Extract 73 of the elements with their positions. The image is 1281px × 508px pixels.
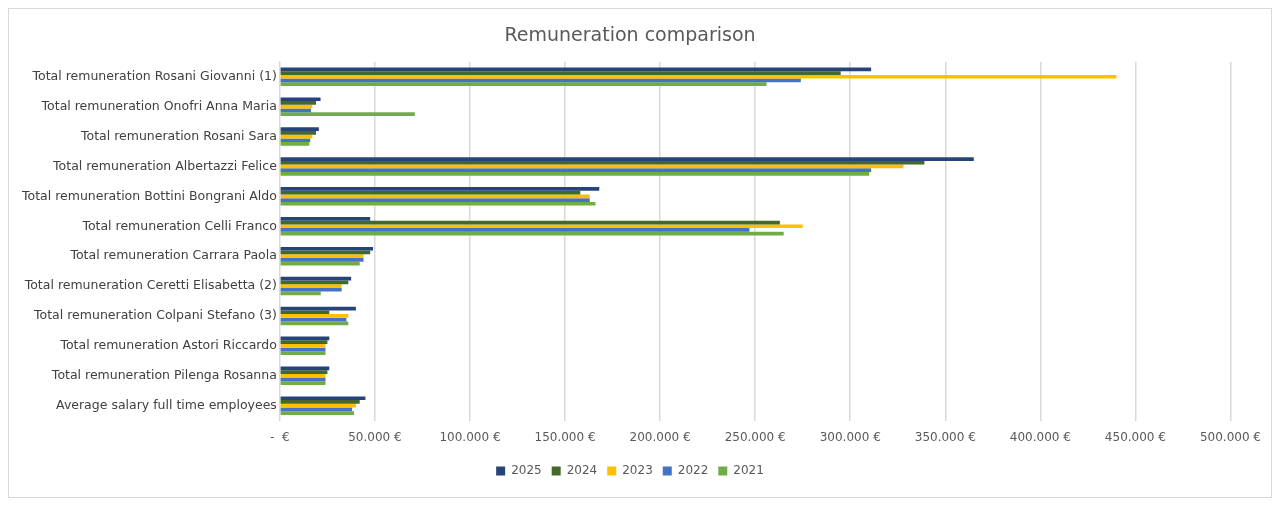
x-tick-label: 200.000 € bbox=[629, 429, 691, 444]
bar bbox=[280, 160, 925, 165]
x-tick-label: - € bbox=[270, 429, 290, 444]
bar bbox=[280, 71, 841, 75]
x-tick-label: 150.000 € bbox=[534, 429, 596, 444]
bar bbox=[280, 138, 311, 143]
bar bbox=[280, 396, 366, 401]
bar bbox=[280, 112, 415, 116]
bar bbox=[280, 201, 596, 206]
y-tick-label: Total remuneration Ceretti Elisabetta (2) bbox=[23, 277, 277, 293]
bar bbox=[280, 228, 750, 232]
bar bbox=[280, 231, 784, 236]
y-tick-label: Total remuneration Rosani Giovanni (1) bbox=[31, 68, 277, 83]
y-tick-label: Average salary full time employees bbox=[56, 396, 277, 412]
bar bbox=[280, 101, 316, 105]
bar bbox=[280, 142, 310, 146]
bar bbox=[280, 317, 347, 322]
bar bbox=[280, 258, 364, 262]
legend-label: 2025 bbox=[511, 463, 542, 478]
bar bbox=[280, 130, 316, 135]
bar bbox=[280, 370, 328, 374]
y-tick-label: Total remuneration Albertazzi Felice bbox=[52, 157, 278, 173]
bar bbox=[280, 187, 600, 191]
legend-label: 2021 bbox=[733, 463, 764, 478]
bar bbox=[280, 400, 360, 404]
bar bbox=[280, 403, 356, 408]
chart-title: Remuneration comparison bbox=[504, 23, 756, 46]
x-tick-label: 350.000 € bbox=[914, 429, 976, 444]
bar bbox=[280, 168, 872, 173]
bar bbox=[280, 194, 590, 199]
x-tick-label: 450.000 € bbox=[1104, 429, 1166, 444]
x-tick-label: 100.000 € bbox=[439, 429, 501, 444]
bar bbox=[280, 340, 328, 344]
x-tick-label: 400.000 € bbox=[1009, 429, 1071, 444]
legend-label: 2022 bbox=[677, 463, 709, 478]
bar bbox=[280, 198, 590, 202]
bar bbox=[280, 224, 803, 229]
bar bbox=[280, 280, 349, 285]
bar bbox=[280, 97, 321, 102]
y-tick-label: Total remuneration Rosani Sara bbox=[80, 127, 277, 143]
bar bbox=[280, 246, 374, 251]
y-tick-label: Total remuneration Carrara Paola bbox=[69, 247, 277, 263]
bar bbox=[280, 381, 326, 386]
bar bbox=[280, 310, 330, 315]
bar bbox=[280, 172, 870, 176]
y-tick-label: Total remuneration Bottini Bongrani Aldo bbox=[21, 187, 277, 203]
y-tick-label: Total remuneration Pilenga Rosanna bbox=[50, 367, 277, 382]
bar bbox=[280, 74, 1117, 79]
bar bbox=[280, 104, 313, 109]
bar bbox=[280, 366, 330, 371]
x-tick-label: 250.000 € bbox=[724, 429, 786, 444]
y-tick-label: Total remuneration Celli Franco bbox=[81, 217, 277, 233]
bar bbox=[280, 67, 872, 72]
bar bbox=[280, 82, 767, 87]
x-tick-label: 300.000 € bbox=[819, 429, 881, 444]
bar bbox=[280, 216, 371, 221]
y-tick-label: Total remuneration Astori Riccardo bbox=[59, 337, 277, 353]
x-tick-label: 50.000 € bbox=[348, 429, 402, 444]
bar bbox=[280, 314, 349, 318]
bar bbox=[280, 411, 355, 415]
bar bbox=[280, 254, 364, 258]
bar bbox=[280, 287, 342, 292]
bar bbox=[280, 373, 326, 378]
legend-label: 2024 bbox=[566, 463, 598, 478]
bar bbox=[280, 157, 974, 161]
bar bbox=[280, 284, 342, 288]
y-tick-label: Total remuneration Colpani Stefano (3) bbox=[33, 307, 277, 323]
x-tick-label: 500.000 € bbox=[1199, 429, 1261, 444]
bar bbox=[280, 351, 326, 356]
legend-label: 2023 bbox=[622, 463, 653, 478]
bar bbox=[280, 127, 319, 131]
y-tick-label: Total remuneration Onofri Anna Maria bbox=[40, 97, 277, 113]
bar bbox=[280, 344, 326, 348]
